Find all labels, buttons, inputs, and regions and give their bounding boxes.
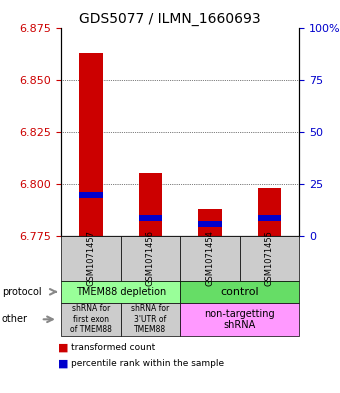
- Bar: [257, 188, 281, 236]
- Text: GDS5077 / ILMN_1660693: GDS5077 / ILMN_1660693: [79, 12, 261, 26]
- Text: other: other: [2, 314, 28, 324]
- Text: percentile rank within the sample: percentile rank within the sample: [71, 359, 224, 368]
- Bar: [79, 192, 103, 198]
- Text: ■: ■: [58, 358, 68, 369]
- Bar: [257, 215, 281, 221]
- Text: control: control: [220, 287, 259, 297]
- Text: GSM1071455: GSM1071455: [265, 230, 274, 286]
- Text: transformed count: transformed count: [71, 343, 156, 352]
- Text: protocol: protocol: [2, 287, 41, 297]
- Text: GSM1071456: GSM1071456: [146, 230, 155, 286]
- Bar: [138, 215, 162, 221]
- Text: GSM1071454: GSM1071454: [205, 230, 215, 286]
- Text: shRNA for
first exon
of TMEM88: shRNA for first exon of TMEM88: [70, 305, 112, 334]
- Bar: [79, 53, 103, 236]
- Bar: [198, 209, 222, 236]
- Text: non-targetting
shRNA: non-targetting shRNA: [204, 309, 275, 330]
- Text: ■: ■: [58, 343, 68, 353]
- Text: TMEM88 depletion: TMEM88 depletion: [75, 287, 166, 297]
- Text: shRNA for
3'UTR of
TMEM88: shRNA for 3'UTR of TMEM88: [131, 305, 170, 334]
- Bar: [198, 221, 222, 228]
- Bar: [138, 173, 162, 236]
- Text: GSM1071457: GSM1071457: [86, 230, 96, 286]
